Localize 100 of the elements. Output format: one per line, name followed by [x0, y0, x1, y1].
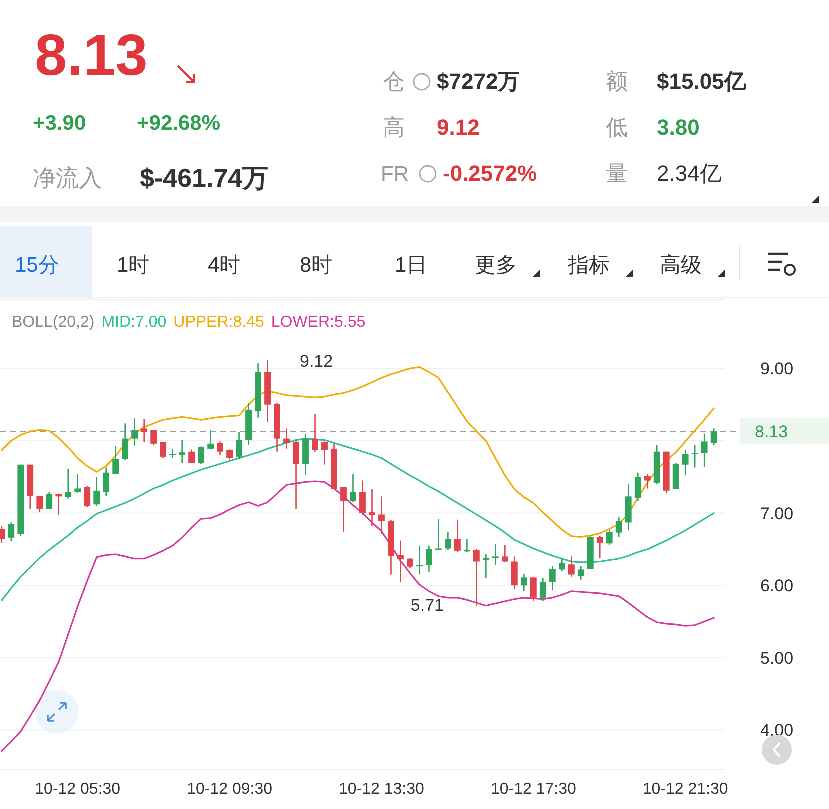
candlestick: [350, 474, 356, 504]
candlestick: [473, 548, 480, 608]
candlestick: [160, 442, 167, 460]
candlestick: [141, 418, 148, 444]
candlestick: [46, 492, 53, 510]
text: $7272万: [437, 69, 520, 94]
legend-title: BOLL(20,2): [12, 314, 95, 331]
candlestick: [36, 495, 44, 514]
y-tick-label: 5.00: [760, 648, 794, 668]
candlestick: [84, 486, 91, 508]
candlestick: [122, 422, 129, 462]
candlestick: [549, 565, 556, 592]
text: +92.68%: [137, 112, 221, 135]
candlestick: [226, 449, 233, 460]
candlestick: [520, 573, 528, 592]
candlestick: [482, 554, 490, 580]
x-tick-label: 10-12 21:30: [642, 781, 728, 798]
candlestick: [179, 440, 186, 464]
candlestick: [208, 430, 214, 450]
candlestick: [378, 496, 385, 535]
text: 净流入: [33, 165, 102, 191]
text: 8.13: [35, 23, 148, 88]
text: 高: [383, 115, 405, 140]
candlestick: [8, 522, 15, 542]
candlestick: [217, 441, 224, 456]
text: 1日: [395, 254, 428, 277]
annotation: 9.12: [300, 352, 334, 371]
candlestick: [398, 540, 404, 583]
candlestick: [150, 430, 158, 446]
text: 15分: [15, 254, 60, 277]
candlestick: [65, 468, 72, 500]
candlestick: [616, 516, 622, 538]
text: FR: [381, 163, 409, 186]
text: UPPER:8.45: [174, 314, 264, 331]
text: 9.12: [437, 115, 480, 140]
candlestick: [558, 558, 566, 572]
text: 8时: [300, 254, 333, 277]
candlestick: [284, 428, 290, 450]
candlestick: [710, 428, 718, 446]
candlestick: [56, 493, 62, 516]
text: 额: [606, 69, 628, 94]
candlestick: [170, 448, 176, 460]
candlestick: [293, 440, 300, 510]
x-tick-label: 10-12 17:30: [490, 781, 576, 798]
text: 4时: [208, 254, 241, 277]
candlestick: [426, 545, 432, 573]
candlestick: [132, 418, 138, 447]
candlestick: [103, 467, 110, 497]
candlestick: [94, 476, 100, 507]
candlestick: [322, 441, 328, 466]
candlestick: [312, 414, 318, 452]
candlestick: [701, 433, 708, 468]
text: MID:7.00: [102, 314, 167, 331]
candlestick: [340, 486, 347, 533]
candlestick: [511, 556, 518, 590]
text: LOWER:5.55: [271, 314, 366, 331]
candlestick: [502, 544, 508, 564]
text: -0.2572%: [443, 161, 538, 186]
candlestick: [407, 557, 414, 569]
candlestick: [596, 536, 604, 559]
candlestick: [454, 519, 461, 554]
candlestick: [74, 474, 82, 494]
x-tick-label: 10-12 09:30: [187, 781, 273, 798]
candlestick: [360, 480, 366, 516]
text: $-461.74万: [140, 163, 269, 193]
line-series: [1, 480, 715, 752]
candlestick: [436, 518, 442, 551]
candlestick: [369, 488, 376, 527]
text: 3.80: [657, 115, 700, 140]
candlestick: [188, 449, 196, 464]
text: 更多: [475, 254, 517, 277]
y-tick-label: 4.00: [760, 721, 794, 740]
candlestick: [682, 450, 689, 476]
y-tick-label: 9.00: [760, 360, 794, 379]
text: 量: [606, 161, 628, 186]
candlestick: [540, 578, 546, 602]
line-series: [1, 366, 715, 538]
text: 高级: [660, 254, 702, 277]
candlestick: [236, 432, 242, 460]
text: 指标: [567, 254, 610, 277]
candlestick: [568, 555, 575, 578]
text: 低: [606, 115, 628, 140]
candlestick: [644, 474, 651, 490]
x-tick-label: 10-12 13:30: [339, 781, 425, 798]
candlestick: [634, 472, 642, 502]
text: 仓: [383, 69, 405, 94]
ref-line-label: 8.13: [755, 422, 788, 442]
x-tick-label: 10-12 05:30: [35, 781, 121, 798]
candlestick: [445, 531, 452, 551]
candlestick: [464, 538, 470, 554]
text: 1时: [117, 254, 150, 277]
text: 2.34亿: [657, 161, 722, 186]
candlestick: [578, 565, 584, 580]
text: $15.05亿: [657, 69, 748, 94]
text: +3.90: [33, 112, 86, 135]
y-tick-label: 7.00: [760, 504, 794, 524]
candlestick: [198, 446, 205, 465]
annotation: 5.71: [410, 596, 444, 615]
y-tick-label: 6.00: [760, 576, 794, 596]
candlestick: [530, 576, 537, 602]
